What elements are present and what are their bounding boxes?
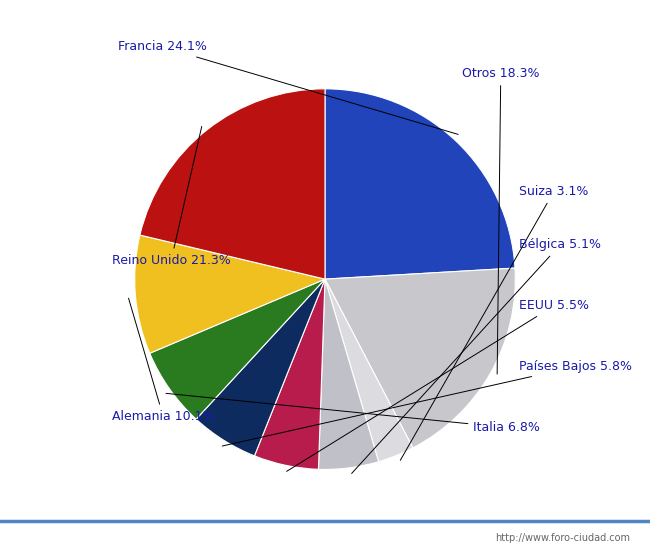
Text: http://www.foro-ciudad.com: http://www.foro-ciudad.com bbox=[495, 534, 630, 543]
Text: Francia 24.1%: Francia 24.1% bbox=[118, 41, 458, 134]
Wedge shape bbox=[135, 235, 325, 353]
Text: Italia 6.8%: Italia 6.8% bbox=[166, 393, 540, 434]
Wedge shape bbox=[254, 279, 325, 469]
Wedge shape bbox=[325, 268, 515, 448]
Wedge shape bbox=[325, 279, 413, 461]
Text: Suiza 3.1%: Suiza 3.1% bbox=[400, 185, 588, 460]
Text: Santillana del Mar - Turistas extranjeros según país - Julio de 2024: Santillana del Mar - Turistas extranjero… bbox=[82, 13, 568, 29]
Wedge shape bbox=[140, 89, 325, 279]
Text: Reino Unido 21.3%: Reino Unido 21.3% bbox=[112, 126, 231, 267]
Wedge shape bbox=[325, 89, 515, 279]
Text: Otros 18.3%: Otros 18.3% bbox=[462, 67, 540, 374]
Text: Alemania 10.1%: Alemania 10.1% bbox=[112, 298, 214, 422]
Text: EEUU 5.5%: EEUU 5.5% bbox=[287, 299, 589, 471]
Text: Bélgica 5.1%: Bélgica 5.1% bbox=[352, 238, 601, 474]
Wedge shape bbox=[318, 279, 378, 469]
Wedge shape bbox=[150, 279, 325, 419]
Text: Países Bajos 5.8%: Países Bajos 5.8% bbox=[222, 360, 632, 446]
Wedge shape bbox=[196, 279, 325, 456]
